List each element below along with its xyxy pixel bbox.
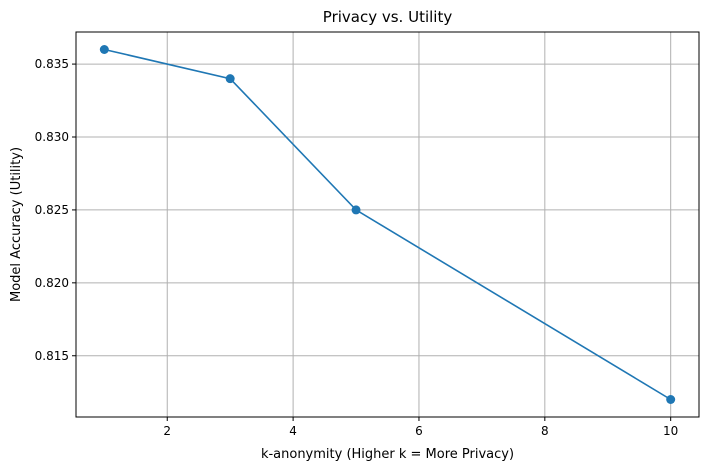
x-tick-label: 4 <box>289 424 297 438</box>
data-point <box>99 45 109 54</box>
x-axis-label: k-anonymity (Higher k = More Privacy) <box>261 447 514 462</box>
series-layer <box>99 45 676 404</box>
data-point <box>666 395 676 404</box>
y-tick-label: 0.825 <box>35 203 69 217</box>
series-line <box>104 48 672 401</box>
y-axis-label: Model Accuracy (Utility) <box>9 147 24 302</box>
plot-frame <box>75 31 700 418</box>
y-axis-ticks: 0.815 0.820 0.825 0.830 0.835 <box>35 57 76 363</box>
y-tick-label: 0.820 <box>35 276 69 290</box>
y-tick-label: 0.830 <box>35 130 69 144</box>
x-tick-label: 10 <box>663 424 678 438</box>
x-tick-label: 6 <box>415 424 423 438</box>
data-point <box>351 205 361 215</box>
x-tick-label: 8 <box>541 424 549 438</box>
data-point <box>225 74 235 84</box>
x-tick-label: 2 <box>163 424 171 438</box>
y-tick-label: 0.835 <box>35 57 69 71</box>
chart-title: Privacy vs. Utility <box>323 8 453 26</box>
y-tick-label: 0.815 <box>35 349 69 363</box>
x-axis-ticks: 2 4 6 8 10 <box>163 417 678 438</box>
grid <box>76 32 699 417</box>
